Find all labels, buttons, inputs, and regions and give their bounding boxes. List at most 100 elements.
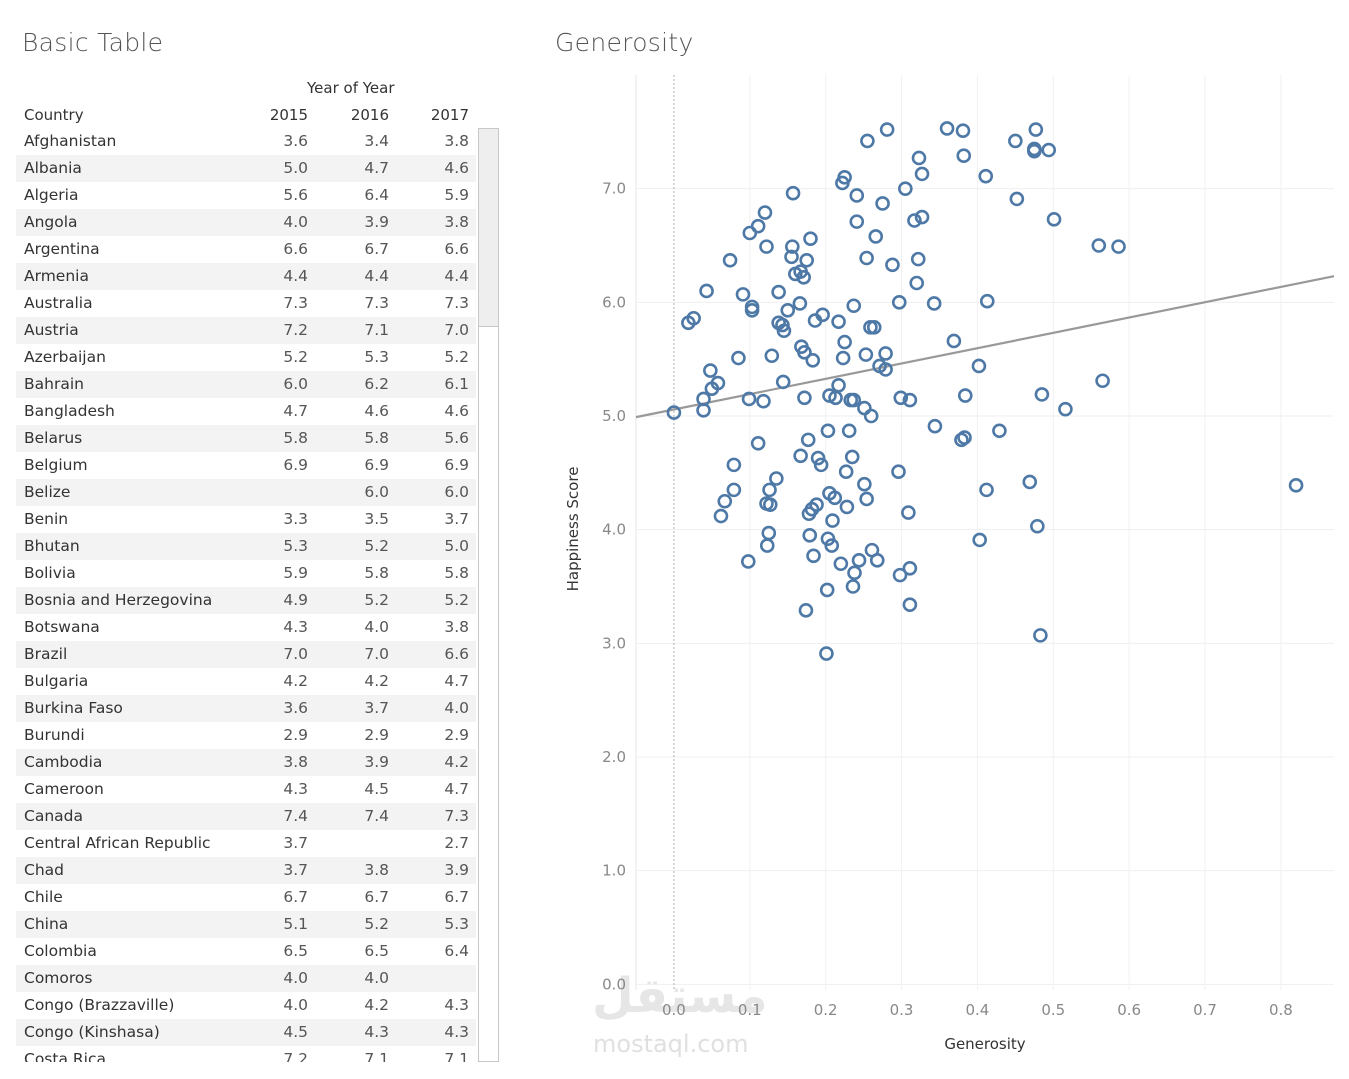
table-row[interactable]: Botswana 4.3 4.0 3.8: [16, 614, 476, 641]
scatter-point[interactable]: [837, 334, 852, 350]
table-row[interactable]: Australia 7.3 7.3 7.3: [16, 290, 476, 317]
scatter-point[interactable]: [1034, 387, 1050, 402]
scatter-point[interactable]: [851, 553, 867, 568]
scatter-point[interactable]: [757, 205, 773, 220]
scatter-point[interactable]: [771, 284, 786, 300]
scatter-point[interactable]: [972, 532, 987, 548]
table-row[interactable]: Chad 3.7 3.8 3.9: [16, 857, 476, 884]
table-row[interactable]: Afghanistan 3.6 3.4 3.8: [16, 128, 476, 155]
scatter-point[interactable]: [1009, 191, 1025, 207]
table-row[interactable]: Bhutan 5.3 5.2 5.0: [16, 533, 476, 560]
scatter-point[interactable]: [775, 374, 791, 390]
scatter-point[interactable]: [849, 188, 865, 203]
scatter-point[interactable]: [801, 506, 817, 522]
table-row[interactable]: Armenia 4.4 4.4 4.4: [16, 263, 476, 290]
scatter-point[interactable]: [756, 393, 771, 409]
table-row[interactable]: Bolivia 5.9 5.8 5.8: [16, 560, 476, 587]
table-row[interactable]: Belize 6.0 6.0: [16, 479, 476, 506]
scatter-point[interactable]: [838, 464, 854, 479]
scatter-point[interactable]: [878, 362, 893, 377]
scatter-point[interactable]: [1030, 518, 1045, 534]
scatter-point[interactable]: [978, 168, 994, 184]
table-row[interactable]: Cambodia 3.8 3.9 4.2: [16, 749, 476, 776]
table-row[interactable]: Austria 7.2 7.1 7.0: [16, 317, 476, 344]
scatter-point[interactable]: [703, 363, 718, 378]
table-row[interactable]: Belgium 6.9 6.9 6.9: [16, 452, 476, 479]
scatter-point[interactable]: [800, 432, 816, 448]
scatter-point[interactable]: [1046, 212, 1062, 227]
table-row[interactable]: Angola 4.0 3.9 3.8: [16, 209, 476, 236]
scatter-point[interactable]: [731, 350, 746, 366]
table-row[interactable]: Canada 7.4 7.4 7.3: [16, 803, 476, 830]
scatter-point[interactable]: [911, 150, 927, 166]
table-row[interactable]: Benin 3.3 3.5 3.7: [16, 506, 476, 533]
scatter-point[interactable]: [813, 457, 829, 473]
scatter-point[interactable]: [819, 582, 835, 598]
scatter-point[interactable]: [891, 464, 906, 479]
scatter-point[interactable]: [785, 185, 801, 201]
scatter-point[interactable]: [835, 175, 850, 191]
scatter-point[interactable]: [859, 491, 874, 507]
scatter-point[interactable]: [875, 196, 890, 211]
scatter-point[interactable]: [879, 122, 895, 137]
table-row[interactable]: China 5.1 5.2 5.3: [16, 911, 476, 938]
scatter-point[interactable]: [902, 392, 918, 408]
scatter-point[interactable]: [954, 432, 969, 448]
scatter-point[interactable]: [841, 423, 857, 439]
trend-line[interactable]: [635, 275, 1335, 419]
scatter-point[interactable]: [793, 448, 808, 464]
scatter-point[interactable]: [792, 296, 808, 311]
scatter-point[interactable]: [914, 166, 930, 182]
scatter-point[interactable]: [742, 225, 758, 241]
scatter-point[interactable]: [825, 513, 840, 528]
scatter-point[interactable]: [802, 528, 818, 543]
table-row[interactable]: Cameroon 4.3 4.5 4.7: [16, 776, 476, 803]
scatter-point[interactable]: [805, 352, 821, 368]
scatter-point[interactable]: [859, 250, 874, 266]
table-row[interactable]: Algeria 5.6 6.4 5.9: [16, 182, 476, 209]
scatter-point[interactable]: [726, 482, 742, 498]
scatter-point[interactable]: [831, 378, 846, 393]
scatter-point[interactable]: [1033, 628, 1048, 643]
scatter-point[interactable]: [762, 482, 777, 498]
year-header-2016[interactable]: 2016: [350, 106, 389, 124]
scatter-point[interactable]: [686, 310, 701, 326]
table-row[interactable]: Brazil 7.0 7.0 6.6: [16, 641, 476, 668]
scatter-point[interactable]: [726, 457, 742, 473]
scatter-point[interactable]: [893, 390, 909, 406]
scatter-point[interactable]: [807, 313, 823, 328]
table-row[interactable]: Bulgaria 4.2 4.2 4.7: [16, 668, 476, 695]
scatter-point[interactable]: [827, 490, 843, 506]
scatter-point[interactable]: [971, 358, 987, 374]
table-row[interactable]: Colombia 6.5 6.5 6.4: [16, 938, 476, 965]
scatter-point[interactable]: [833, 556, 849, 572]
scatter-point[interactable]: [798, 603, 814, 618]
scatter-point[interactable]: [992, 423, 1007, 439]
scatter-point[interactable]: [955, 123, 971, 138]
scatter-point[interactable]: [1091, 238, 1107, 253]
scatter-point[interactable]: [1041, 142, 1057, 158]
scatter-point[interactable]: [828, 390, 843, 406]
scatter-point[interactable]: [1028, 122, 1044, 137]
scatter-point[interactable]: [740, 554, 756, 569]
scatter-point[interactable]: [868, 229, 884, 244]
scatter-point[interactable]: [849, 214, 865, 229]
scatter-point[interactable]: [735, 287, 751, 302]
scatter-point[interactable]: [759, 239, 774, 254]
scatter-point[interactable]: [914, 209, 930, 225]
year-header-2015[interactable]: 2015: [269, 106, 308, 124]
table-row[interactable]: Albania 5.0 4.7 4.6: [16, 155, 476, 182]
scatter-point[interactable]: [846, 298, 862, 314]
table-scrollbar[interactable]: [478, 128, 499, 1062]
scatter-point[interactable]: [878, 346, 893, 361]
scatter-point[interactable]: [780, 302, 796, 318]
scatter-point[interactable]: [858, 347, 874, 362]
scatter-point[interactable]: [892, 567, 908, 583]
scrollbar-thumb[interactable]: [479, 129, 498, 327]
scatter-point[interactable]: [835, 350, 851, 366]
table-row[interactable]: Belarus 5.8 5.8 5.6: [16, 425, 476, 452]
scatter-point[interactable]: [1008, 133, 1023, 149]
scatter-point[interactable]: [803, 231, 818, 246]
scatter-point[interactable]: [764, 348, 780, 364]
scatter-point[interactable]: [844, 449, 860, 465]
